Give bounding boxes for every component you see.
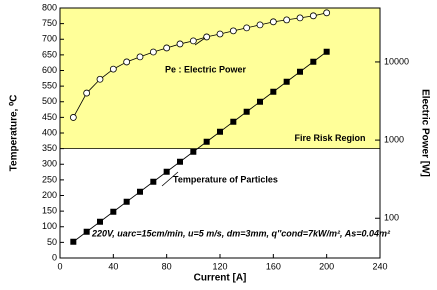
fire-risk-region	[60, 8, 380, 149]
parameter-note: 220V, uarc=15cm/min, u=5 m/s, dm=3mm, q'…	[91, 228, 391, 238]
series-annotation: Temperature of Particles	[173, 174, 278, 184]
circle-marker	[216, 30, 224, 38]
x-tick-label: 0	[57, 261, 62, 271]
y-tick-label: 300	[42, 159, 57, 169]
y-tick-label: 450	[42, 112, 57, 122]
y2-axis-label: Electric Power [W]	[419, 89, 430, 177]
y-tick-label: 150	[42, 206, 57, 216]
circle-marker	[96, 75, 104, 83]
x-tick-label: 40	[108, 261, 118, 271]
square-marker	[297, 68, 303, 75]
y-tick-label: 550	[42, 81, 57, 91]
square-marker	[257, 98, 263, 105]
square-marker	[137, 188, 143, 195]
y-axis-label: Temperature, ⁰C	[9, 95, 20, 172]
square-marker	[97, 218, 103, 225]
y-tick-label: 650	[42, 49, 57, 59]
circle-marker	[309, 12, 317, 20]
region-label: Fire Risk Region	[294, 133, 365, 143]
square-marker	[190, 148, 197, 155]
circle-marker	[323, 9, 331, 17]
circle-marker	[256, 21, 264, 29]
circle-marker	[243, 24, 251, 32]
x-tick-label: 240	[372, 261, 387, 271]
square-marker	[83, 228, 90, 235]
y-tick-label: 350	[42, 143, 57, 153]
square-marker	[310, 58, 317, 65]
series-annotation: Pe : Electric Power	[165, 64, 247, 74]
y-tick-label: 500	[42, 96, 57, 106]
square-marker	[323, 48, 330, 55]
x-tick-label: 160	[266, 261, 281, 271]
annotation-arrow	[194, 37, 206, 46]
y-tick-label: 200	[42, 190, 57, 200]
x-axis-label: Current [A]	[194, 273, 247, 284]
square-marker	[150, 178, 157, 185]
square-marker	[217, 128, 223, 135]
square-marker	[203, 138, 210, 145]
y-tick-label: 0	[52, 252, 57, 262]
square-marker	[110, 208, 117, 215]
y-tick-label: 600	[42, 65, 57, 75]
square-marker	[270, 88, 277, 95]
circle-marker	[203, 33, 211, 41]
circle-marker	[109, 65, 117, 73]
circle-marker	[123, 58, 131, 66]
x-tick-label: 200	[319, 261, 334, 271]
y-tick-label: 800	[42, 2, 57, 12]
square-marker	[177, 158, 183, 165]
circle-marker	[296, 14, 304, 22]
square-marker	[230, 118, 237, 125]
y-tick-label: 250	[42, 174, 57, 184]
circle-marker	[149, 48, 157, 56]
circle-marker	[229, 27, 237, 35]
y2-tick-label: 10000	[384, 56, 409, 66]
annotation-arrow	[161, 171, 179, 187]
circle-marker	[189, 37, 197, 45]
x-tick-label: 120	[212, 261, 227, 271]
x-tick-label: 80	[162, 261, 172, 271]
y-tick-label: 700	[42, 34, 57, 44]
square-marker	[123, 198, 130, 205]
circle-marker	[83, 89, 91, 97]
circle-marker	[69, 114, 77, 121]
y2-tick-label: 1000	[384, 134, 404, 144]
y2-tick-label: 100	[384, 213, 399, 223]
y-tick-label: 100	[42, 221, 57, 231]
circle-marker	[283, 16, 291, 24]
square-marker	[163, 168, 170, 175]
circle-marker	[163, 44, 171, 52]
circle-marker	[136, 53, 144, 61]
square-marker	[243, 108, 250, 115]
circle-marker	[176, 40, 184, 48]
y-tick-label: 50	[47, 237, 57, 247]
square-marker	[283, 78, 290, 85]
square-marker	[70, 238, 77, 245]
y-tick-label: 750	[42, 18, 57, 28]
y-tick-label: 400	[42, 127, 57, 137]
circle-marker	[269, 18, 277, 26]
